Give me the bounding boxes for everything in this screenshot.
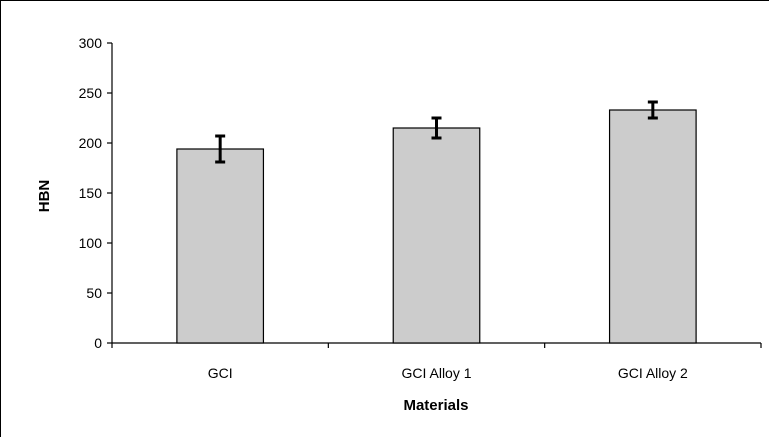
bars	[176, 109, 697, 344]
y-tick-label: 200	[79, 135, 103, 151]
x-tick-label: GCI	[208, 365, 233, 381]
error-bars	[215, 100, 658, 164]
y-tick-label: 100	[79, 235, 103, 251]
x-tick-label: GCI Alloy 1	[401, 365, 471, 381]
y-tick-label: 50	[86, 285, 102, 301]
x-tick-label: GCI Alloy 2	[618, 365, 688, 381]
y-axis-label: HBN	[36, 180, 53, 213]
y-tick-label: 250	[79, 85, 103, 101]
bar	[608, 109, 697, 344]
y-tick-label: 150	[79, 185, 103, 201]
bar	[392, 127, 481, 344]
bar	[176, 148, 265, 344]
y-tick-label: 300	[79, 35, 103, 51]
y-tick-label: 0	[94, 335, 102, 351]
tick-labels: 0 50 100 150 200 250 300 GCI GCI Alloy 1 GCI Allo…	[79, 35, 688, 381]
x-axis-label: Materials	[403, 397, 468, 414]
